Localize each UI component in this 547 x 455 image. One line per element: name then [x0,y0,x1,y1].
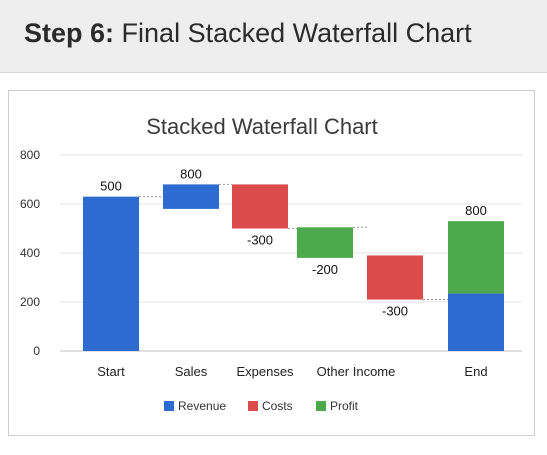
data-label: 800 [465,203,487,218]
y-tick-label: 400 [20,246,40,260]
chart-title: Stacked Waterfall Chart [146,114,378,139]
legend-label: Costs [262,399,293,413]
data-label: -200 [312,262,338,277]
category-label: Other Income [317,364,396,379]
data-label: -300 [382,304,408,319]
bar-segment-profit [297,227,353,258]
y-tick-label: 600 [20,197,40,211]
data-label: 800 [180,166,202,181]
step-label: Step 6: [24,18,115,48]
legend-label: Profit [330,399,359,413]
legend-swatch [164,401,174,411]
step-title: Final Stacked Waterfall Chart [121,18,472,48]
category-label: Expenses [236,364,294,379]
y-tick-label: 0 [33,344,40,358]
bar-segment-revenue [83,196,139,351]
step-header: Step 6: Final Stacked Waterfall Chart [0,0,547,73]
data-label: -300 [247,233,273,248]
bar-segment-costs [232,184,288,229]
legend-swatch [316,401,326,411]
y-tick-label: 200 [20,295,40,309]
page-title: Step 6: Final Stacked Waterfall Chart [24,18,472,49]
y-tick-label: 800 [20,148,40,162]
bar-segment-revenue [448,293,504,351]
bar-segment-profit [448,221,504,294]
category-label: Start [97,364,125,379]
category-label: Sales [175,364,208,379]
category-label: End [464,364,487,379]
bar-segment-revenue [163,184,219,209]
data-label: 500 [100,179,122,194]
bar-segment-costs [367,255,423,300]
legend-swatch [248,401,258,411]
legend-label: Revenue [178,399,226,413]
